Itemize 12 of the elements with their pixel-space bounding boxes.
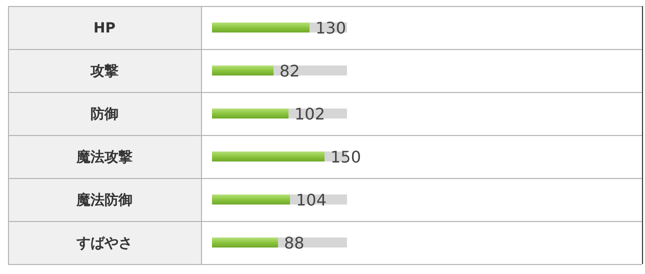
y-tick-label: 防御 (90, 106, 118, 122)
y-tick-label: すばやさ (76, 236, 132, 252)
data-label: 82 (280, 62, 300, 80)
y-tick-label: 魔法攻撃 (76, 148, 132, 166)
data-label: 88 (284, 234, 304, 252)
data-label: 102 (294, 104, 326, 124)
y-tick-label: HP (94, 20, 116, 36)
y-tick-label: 攻撃 (90, 64, 118, 80)
data-label: 150 (330, 148, 362, 166)
y-tick-label: 魔法防御 (76, 192, 132, 208)
data-label: 104 (296, 190, 327, 210)
data-label: 130 (316, 18, 346, 38)
